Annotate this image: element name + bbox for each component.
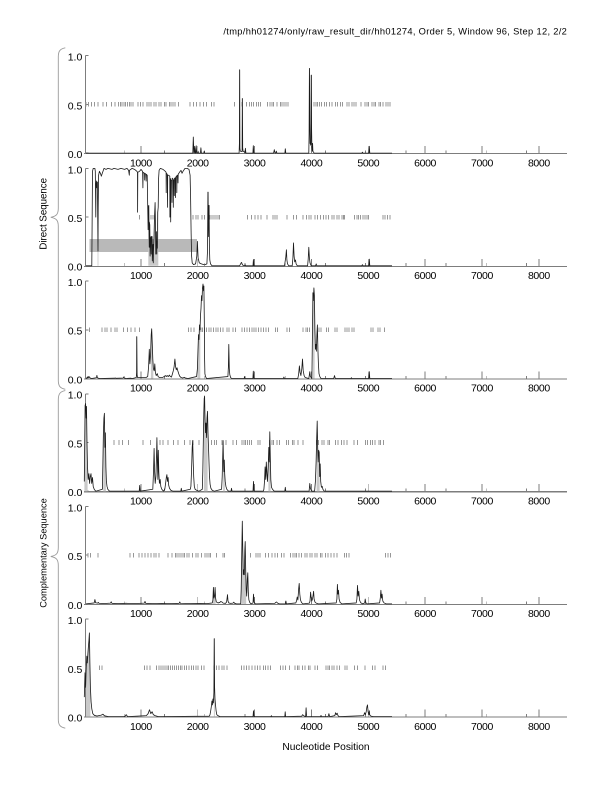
svg-text:4000: 4000 xyxy=(300,157,322,169)
svg-text:1000: 1000 xyxy=(130,270,152,282)
svg-text:2000: 2000 xyxy=(187,270,209,282)
svg-text:Direct Sequence: Direct Sequence xyxy=(39,178,50,250)
svg-text:0.5: 0.5 xyxy=(68,664,83,676)
svg-text:8000: 8000 xyxy=(528,270,550,282)
svg-text:0.5: 0.5 xyxy=(68,213,83,225)
svg-text:7000: 7000 xyxy=(471,608,493,620)
svg-text:1.0: 1.0 xyxy=(68,390,83,402)
svg-text:1.0: 1.0 xyxy=(68,277,83,289)
svg-text:8000: 8000 xyxy=(528,383,550,395)
svg-text:3000: 3000 xyxy=(244,383,266,395)
svg-text:0.0: 0.0 xyxy=(68,374,83,386)
svg-text:5000: 5000 xyxy=(357,608,379,620)
svg-text:5000: 5000 xyxy=(357,721,379,733)
svg-text:6000: 6000 xyxy=(414,495,436,507)
svg-text:0.0: 0.0 xyxy=(68,487,83,499)
svg-text:3000: 3000 xyxy=(244,270,266,282)
svg-text:4000: 4000 xyxy=(300,721,322,733)
svg-text:1000: 1000 xyxy=(130,721,152,733)
svg-text:6000: 6000 xyxy=(414,270,436,282)
svg-text:3000: 3000 xyxy=(244,157,266,169)
svg-text:7000: 7000 xyxy=(471,721,493,733)
svg-text:4000: 4000 xyxy=(300,495,322,507)
svg-text:5000: 5000 xyxy=(357,495,379,507)
svg-text:4000: 4000 xyxy=(300,608,322,620)
svg-text:5000: 5000 xyxy=(357,270,379,282)
svg-text:6000: 6000 xyxy=(414,157,436,169)
svg-text:0.0: 0.0 xyxy=(68,600,83,612)
svg-text:3000: 3000 xyxy=(244,495,266,507)
svg-text:1.0: 1.0 xyxy=(68,502,83,514)
svg-text:5000: 5000 xyxy=(357,157,379,169)
svg-text:Nucleotide Position: Nucleotide Position xyxy=(282,742,369,753)
svg-text:7000: 7000 xyxy=(471,157,493,169)
svg-text:0.5: 0.5 xyxy=(68,438,83,450)
svg-text:0.0: 0.0 xyxy=(68,149,83,161)
svg-text:5000: 5000 xyxy=(357,383,379,395)
svg-text:8000: 8000 xyxy=(528,608,550,620)
svg-text:4000: 4000 xyxy=(300,270,322,282)
svg-text:/tmp/hh01274/only/raw_result_d: /tmp/hh01274/only/raw_result_dir/hh01274… xyxy=(223,27,567,37)
svg-text:6000: 6000 xyxy=(414,721,436,733)
svg-text:8000: 8000 xyxy=(528,157,550,169)
svg-text:3000: 3000 xyxy=(244,608,266,620)
svg-text:1000: 1000 xyxy=(130,608,152,620)
svg-text:2000: 2000 xyxy=(187,383,209,395)
svg-text:0.5: 0.5 xyxy=(68,100,83,112)
svg-text:7000: 7000 xyxy=(471,495,493,507)
svg-text:0.0: 0.0 xyxy=(68,713,83,725)
svg-text:7000: 7000 xyxy=(471,270,493,282)
svg-text:6000: 6000 xyxy=(414,383,436,395)
svg-text:2000: 2000 xyxy=(187,608,209,620)
svg-text:2000: 2000 xyxy=(187,721,209,733)
svg-text:8000: 8000 xyxy=(528,721,550,733)
svg-text:8000: 8000 xyxy=(528,495,550,507)
svg-text:1.0: 1.0 xyxy=(68,52,83,64)
svg-text:0.0: 0.0 xyxy=(68,262,83,274)
svg-text:0.5: 0.5 xyxy=(68,326,83,338)
svg-text:3000: 3000 xyxy=(244,721,266,733)
svg-text:1000: 1000 xyxy=(130,495,152,507)
svg-text:1.0: 1.0 xyxy=(68,164,83,176)
svg-text:6000: 6000 xyxy=(414,608,436,620)
svg-text:1000: 1000 xyxy=(130,383,152,395)
svg-text:4000: 4000 xyxy=(300,383,322,395)
svg-text:0.5: 0.5 xyxy=(68,551,83,563)
svg-text:1000: 1000 xyxy=(130,157,152,169)
svg-text:1.0: 1.0 xyxy=(68,615,83,627)
svg-text:2000: 2000 xyxy=(187,157,209,169)
svg-text:2000: 2000 xyxy=(187,495,209,507)
svg-text:7000: 7000 xyxy=(471,383,493,395)
svg-text:Complementary Sequence: Complementary Sequence xyxy=(39,498,49,608)
